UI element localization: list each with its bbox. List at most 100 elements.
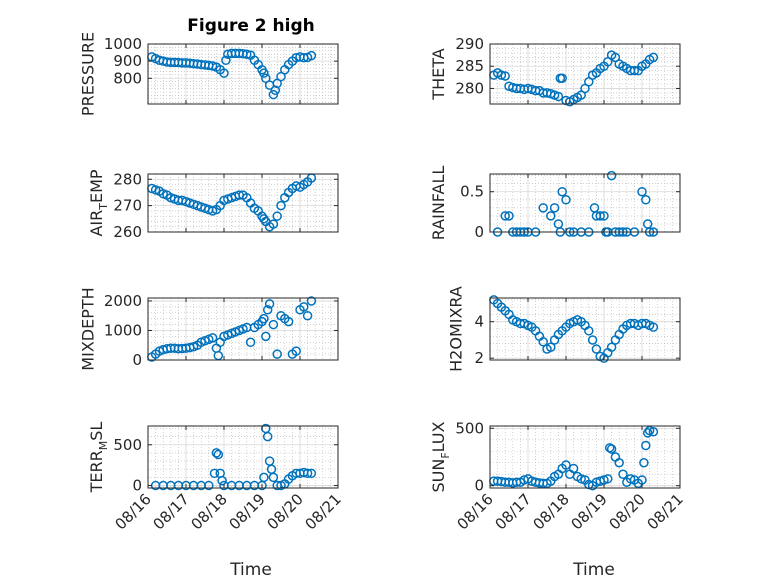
data-point [584,326,594,336]
y-axis-label: THETA [429,48,448,100]
data-point [259,214,269,224]
data-point [618,469,628,479]
y-tick-label: 260 [113,223,142,241]
data-point [648,322,659,332]
x-axis-label-right: Time [572,560,615,580]
data-point [272,211,282,221]
data-point [283,316,294,327]
data-point [553,91,564,102]
data-point [648,52,659,63]
data-point [217,475,227,486]
data-point [642,428,653,438]
data-point [614,457,624,468]
data-point [268,89,279,100]
y-tick-label: 290 [455,35,484,53]
data-point [276,71,286,82]
plot-area [148,426,338,488]
data-point [595,211,605,221]
data-point [262,431,273,442]
y-tick-label: 4 [474,313,484,331]
data-point [599,211,609,221]
y-tick-label: 0 [474,477,484,495]
y-tick-label: 800 [113,69,142,87]
subplot-rainfall: 0 0.5 RAINFALL [429,166,681,241]
data-point [561,460,571,470]
axes-box [147,297,339,361]
subplot-h2omixra: 2 4 H2OMIXRA [446,286,681,372]
data-point [261,331,271,342]
y-tick-label: 285 [455,57,484,75]
data-point [213,449,224,460]
data-point [606,342,617,352]
data-point [606,444,617,454]
y-tick-label: 0.5 [460,183,484,201]
data-point [259,313,269,324]
data-point [538,203,548,213]
data-point [504,211,514,221]
y-tick-label: 1000 [104,321,142,339]
data-point [259,472,269,483]
data-point [291,346,301,356]
data-point [209,468,220,479]
y-tick-label: 270 [113,197,142,215]
y-tick-label: 2000 [104,292,142,310]
data-point [268,319,279,330]
data-point [599,475,609,485]
data-point [568,463,579,474]
y-axis-label: RAINFALL [429,166,448,241]
data-point [538,337,548,347]
data-point [587,335,598,345]
data-point [306,50,317,61]
data-point [500,71,510,81]
y-tick-label: 1000 [104,35,142,53]
data-point [591,344,602,354]
y-axis-label: AIRTEMP [87,169,110,236]
y-tick-label: 500 [455,419,484,437]
data-point [302,310,313,321]
data-point [207,333,218,343]
data-point [272,349,282,359]
data-point [546,211,556,221]
y-tick-label: 2 [474,349,484,367]
x-axis-label-left: Time [229,560,272,580]
y-axis-label: MIXDEPTH [79,287,98,370]
data-point [259,68,269,78]
data-point [500,211,510,221]
data-point [557,186,567,197]
axes-box [147,425,339,489]
axes-box [147,43,339,105]
figure-title: Figure 2 high [187,16,315,36]
data-point [268,472,279,483]
axes-box [489,43,681,105]
y-tick-label: 280 [113,170,142,188]
data-point [641,195,651,205]
data-point [641,440,651,451]
y-axis-label: PRESSURE [79,32,98,116]
data-point [242,49,252,60]
y-tick-label: 280 [455,79,484,97]
data-point [221,55,231,66]
data-point [272,78,282,89]
data-point [306,296,317,306]
y-tick-label: 0 [132,351,142,369]
data-point [549,203,560,213]
data-point [496,70,507,80]
subplot-theta: 280 285 290 THETA [429,35,681,107]
axes-box [489,297,681,361]
data-point [299,302,309,312]
data-point [306,468,317,479]
y-axis-label: TERRMSL [87,422,110,494]
data-point [561,195,571,205]
data-point [557,73,567,83]
data-point [603,474,613,484]
subplot-mixdepth: 0 1000 2000 MIXDEPTH [79,287,339,371]
data-point [644,425,655,436]
y-axis-label: SUNFLUX [429,421,452,492]
y-tick-label: 500 [113,436,142,454]
data-point [637,475,647,485]
data-point [546,342,556,352]
data-point [245,337,256,348]
